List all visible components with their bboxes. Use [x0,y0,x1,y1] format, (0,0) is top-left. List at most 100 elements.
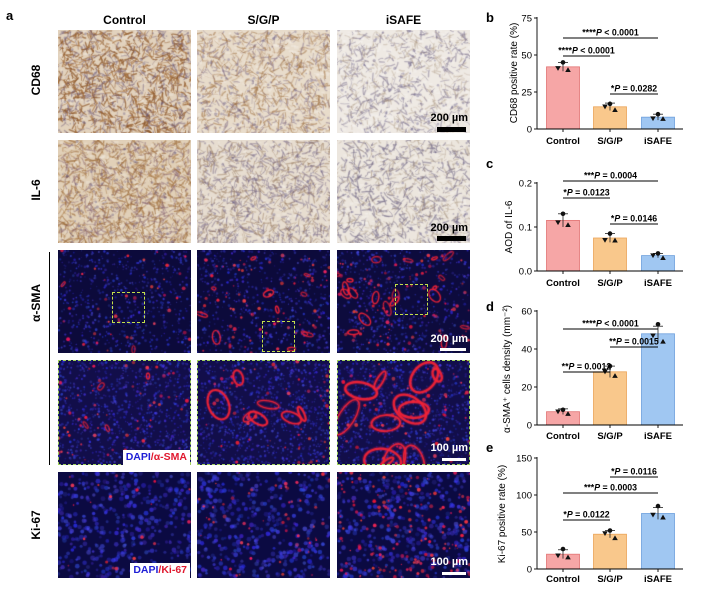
chart-c-bar-control [546,219,580,272]
il6-sgp-micrograph [197,140,330,243]
significance-p-symbol: P [614,84,620,94]
panel-label-c: c [486,156,493,171]
scale-bar-ki67 [442,571,466,575]
significance-value: = 0.0282 [620,84,657,94]
chart-b-significance-label: ****P < 0.0001 [558,46,615,56]
chart-c-significance-label: *P = 0.0146 [611,214,657,224]
chart-c-y-axis-label: AOD of IL-6 [504,200,515,253]
asma-zoom-isafe-micrograph: 100 µm [337,360,470,465]
significance-p-symbol: P [596,28,602,38]
significance-value: < 0.0001 [602,319,639,329]
chart-d-category-label-isafe: iSAFE [644,431,672,442]
significance-value: = 0.0004 [600,171,637,181]
chart-d-point-isafe [660,338,666,344]
panel-label-b: b [486,10,494,25]
asma-low-control-micrograph [58,250,191,353]
chart-d-y-tick-label: 0 [527,420,532,431]
ki67-sgp-micrograph [197,472,330,578]
stain-legend-dapi: DAPI [125,451,151,463]
chart-d-point-isafe [655,322,661,327]
asma-low-control-image [58,250,191,353]
significance-p-symbol: P [572,46,578,56]
chart-e-point-sgp [612,535,618,541]
asma-low-isafe-micrograph: 200 µm [337,250,470,353]
significance-p-symbol: P [567,510,573,520]
cd68-sgp-micrograph [197,30,330,133]
zoom-frame [337,360,470,465]
chart-e-point-control [555,553,561,559]
asma-low-isafe-image [337,250,470,353]
chart-d-bar-sgp [593,371,627,426]
chart-e-point-sgp [607,528,613,533]
significance-p-symbol: P [616,337,622,347]
chart-d-point-control [555,409,561,415]
significance-stars: **** [582,28,596,38]
row-label-asma: α-SMA [29,283,43,323]
significance-stars: * [563,510,567,520]
zoom-region-box [262,321,295,352]
stain-legend-asma: DAPI/α-SMA [122,450,190,465]
scale-bar-label-asma-low: 200 µm [430,333,468,345]
chart-d-point-control [560,407,566,413]
chart-b-point-isafe [650,116,656,122]
chart-b-point-control [560,60,566,65]
chart-b-point-sgp [607,101,613,107]
chart-e-y-tick-label: 0 [527,564,532,575]
chart-b-category-label-control: Control [546,136,580,147]
chart-c-point-sgp [607,231,613,236]
chart-b-y-tick-label: 75 [521,13,532,24]
il6-isafe-image [337,140,470,243]
chart-b-significance-label: ****P < 0.0001 [582,28,639,38]
row-label-il6: IL-6 [29,179,43,201]
asma-zoom-isafe-image [337,360,470,465]
chart-d-category-label-sgp: S/G/P [597,431,623,442]
chart-c-point-isafe [660,255,666,261]
column-header-control: Control [103,13,146,27]
panel-label-e: e [486,440,493,455]
stain-legend-asma-marker: /α-SMA [150,451,187,463]
chart-e-y-tick-label: 50 [521,527,532,538]
row-label-ki67: Ki-67 [29,510,43,540]
significance-stars: * [611,84,615,94]
chart-e-category-label-isafe: iSAFE [644,574,672,585]
chart-b-point-control [555,66,561,71]
row-label-cd68: CD68 [29,64,43,96]
zoom-frame [197,360,330,465]
chart-e-significance-label: *P = 0.0122 [563,510,609,520]
bar-charts: b CD68 positive rate (%) 0 25 50 75 Control S/G… [486,10,683,585]
cd68-control-micrograph [58,30,191,133]
significance-value: = 0.0003 [600,483,637,493]
chart-e-point-control [565,554,571,560]
chart-c-bar-sgp [593,237,627,272]
chart-e-point-sgp [602,531,608,536]
column-header-sgp: S/G/P [247,13,280,27]
significance-stars: * [611,214,615,224]
significance-value: = 0.0116 [620,467,657,477]
significance-stars: * [563,188,567,198]
scale-bar-cd68 [437,127,466,132]
asma-zoom-control-micrograph: DAPI/α-SMA [58,360,191,465]
chart-e-y-tick-label: 100 [516,490,532,501]
chart-d-significance-label: **P = 0.0012 [562,362,612,372]
significance-p-symbol: P [596,319,602,329]
cd68-control-image [58,30,191,133]
chart-b-y-tick-label: 0 [527,124,532,135]
asma-zoom-control-image [58,360,191,465]
chart-c-point-sgp [612,237,618,243]
chart-c-significance-label: ***P = 0.0004 [584,171,637,181]
significance-value: = 0.0146 [620,214,657,224]
cd68-isafe-image [337,30,470,133]
chart-d-significance-label: **P = 0.0015 [609,337,659,347]
significance-p-symbol: P [567,188,573,198]
significance-stars: ** [562,362,569,372]
chart-c-y-tick-label: 0.0 [519,266,532,277]
chart-b-y-axis-label: CD68 positive rate (%) [509,23,520,124]
chart-e-point-isafe [650,512,656,518]
significance-value: = 0.0015 [622,337,659,347]
zoom-region-box [395,284,428,315]
chart-e-bar-sgp [593,533,627,570]
scale-bar-il6 [437,236,466,241]
asma-low-sgp-micrograph [197,250,330,353]
chart-b: b CD68 positive rate (%) 0 25 50 75 Control S/G… [486,10,683,147]
